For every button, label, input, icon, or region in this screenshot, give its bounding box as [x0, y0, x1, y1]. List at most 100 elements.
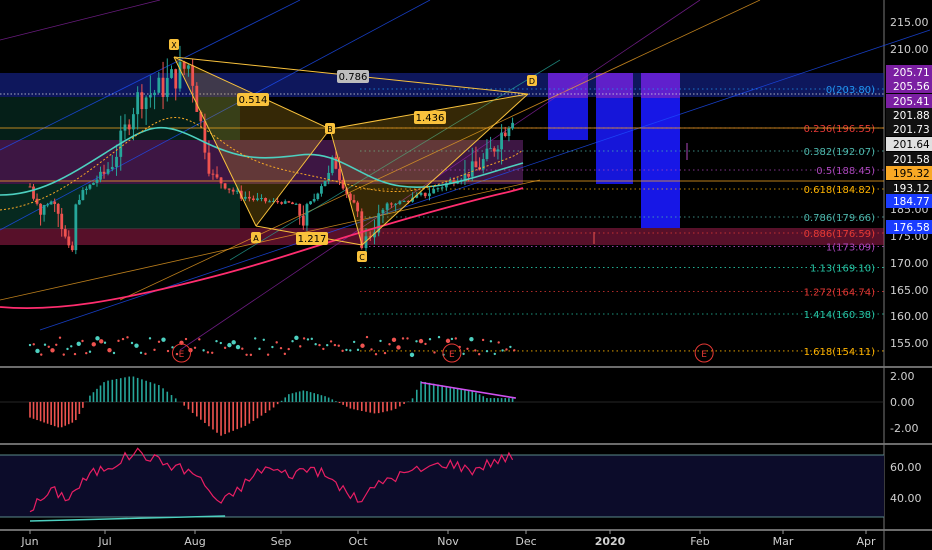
price-badge-label: 195.32: [893, 168, 930, 180]
volume-dot: [139, 351, 143, 354]
candle-body: [485, 148, 489, 160]
fib-level-label: 1.272(164.74): [804, 287, 876, 298]
volume-dot: [227, 342, 232, 348]
fib-level-label: 1(173.09): [826, 242, 875, 253]
candle-body: [320, 186, 323, 194]
volume-dot: [70, 345, 73, 348]
volume-dot: [43, 343, 47, 346]
volume-dot: [171, 346, 174, 349]
moving-average-50: [0, 126, 524, 196]
candle-body: [381, 209, 385, 214]
earnings-marker-label: E: [701, 350, 707, 360]
volume-dot: [513, 349, 516, 352]
candle-body: [260, 198, 263, 200]
volume-dot: [73, 352, 77, 356]
price-tick-label: 210.00: [890, 43, 929, 56]
volume-dot: [314, 343, 317, 346]
volume-dot: [474, 349, 477, 352]
volume-dot: [360, 343, 365, 348]
candle-body: [327, 172, 331, 181]
pattern-leg: [361, 93, 529, 246]
candle-body: [511, 122, 514, 129]
candle-body: [428, 193, 431, 197]
candle-body: [305, 204, 309, 226]
candle-body: [256, 198, 259, 201]
fib-level-label: 0.236(196.55): [804, 124, 876, 135]
volume-dot: [130, 341, 134, 345]
candle-body: [161, 77, 165, 97]
volume-dot: [279, 346, 283, 350]
volume-dot: [157, 340, 161, 343]
channel-line: [39, 29, 931, 331]
candle-body: [500, 132, 503, 150]
candle-body: [377, 213, 381, 233]
volume-dot: [424, 342, 427, 346]
volume-dot: [85, 351, 88, 355]
volume-dot: [202, 349, 205, 352]
time-tick-label: 2020: [595, 535, 626, 548]
candle-body: [334, 157, 338, 169]
channel-line: [0, 0, 301, 151]
volume-dot: [401, 337, 405, 340]
volume-dot: [497, 341, 500, 344]
volume-dot: [396, 345, 401, 350]
volume-dot: [117, 339, 120, 343]
candle-body: [74, 204, 78, 251]
volume-dot: [206, 351, 210, 354]
volume-dot: [28, 343, 32, 347]
volume-dot: [437, 335, 441, 339]
candle-body: [470, 161, 474, 177]
pattern-point-badge: [357, 251, 367, 262]
volume-dot: [318, 343, 321, 347]
candle-body: [60, 213, 64, 230]
moving-average-layer: [0, 117, 524, 310]
volume-dot: [223, 346, 227, 350]
candle-body: [323, 180, 327, 187]
macd-tick-label: -2.00: [890, 422, 918, 435]
price-badge: [886, 152, 932, 166]
candle-body: [316, 193, 320, 200]
candle-body: [287, 201, 291, 203]
candle-body: [402, 200, 406, 202]
volume-dot: [326, 343, 329, 347]
candle-body: [398, 201, 402, 204]
channel-line: [0, 0, 431, 231]
pattern-leg: [173, 56, 257, 227]
volume-dot: [198, 338, 201, 341]
candle-body: [276, 201, 280, 203]
candle-body: [88, 184, 92, 189]
volume-dot: [428, 338, 432, 341]
candle-body: [440, 187, 444, 189]
projection-box-top: [641, 73, 680, 98]
candle-body: [338, 168, 341, 180]
volume-dot: [241, 347, 244, 350]
time-tick-label: Dec: [515, 535, 536, 548]
rsi-line: [29, 447, 514, 513]
volume-dot: [478, 353, 481, 356]
volume-dot: [333, 343, 337, 347]
channel-line: [179, 0, 701, 351]
volume-dot: [32, 343, 35, 346]
candle-body: [140, 92, 144, 110]
volume-dot: [103, 341, 107, 344]
time-tick-label: Oct: [348, 535, 368, 548]
volume-dot: [485, 349, 489, 353]
volume-dot: [99, 339, 104, 344]
volume-dot: [291, 340, 294, 343]
volume-dot: [81, 339, 84, 343]
candle-body: [394, 203, 398, 205]
fib-level-label: 0.382(192.07): [804, 147, 876, 158]
pattern-point-badge: [169, 39, 179, 50]
volume-dot: [379, 339, 382, 343]
pattern-triangle-bcd: [330, 94, 528, 245]
moving-average-dotted: [0, 117, 524, 211]
candle-body: [49, 201, 53, 205]
candle-body: [496, 149, 500, 152]
pattern-triangle-xab: [174, 57, 330, 226]
price-badge: [886, 94, 932, 108]
price-badge: [886, 166, 932, 180]
earnings-marker: [694, 343, 714, 363]
candle-body: [28, 186, 32, 188]
pattern-point-badge: [527, 75, 537, 86]
candle-body: [191, 65, 195, 86]
